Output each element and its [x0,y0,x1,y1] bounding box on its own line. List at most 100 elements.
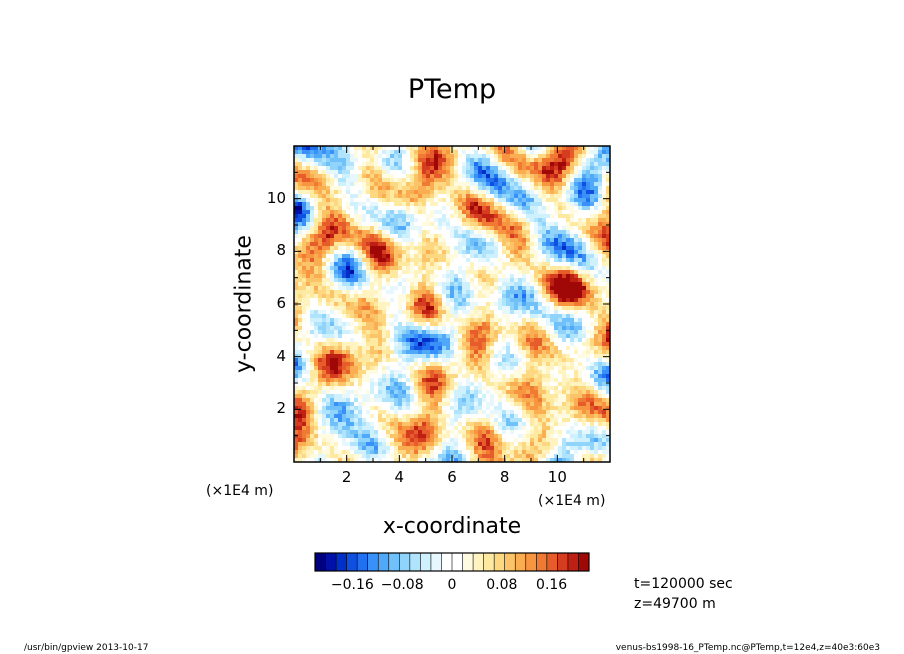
heatmap-cell [594,286,598,290]
heatmap-cell [526,346,530,350]
heatmap-cell [346,206,350,210]
heatmap-cell [298,194,302,198]
heatmap-cell [398,250,402,254]
heatmap-cell [526,206,530,210]
heatmap-cell [586,354,590,358]
heatmap-cell [466,374,470,378]
heatmap-cell [394,154,398,158]
heatmap-cell [362,250,366,254]
heatmap-cell [590,246,594,250]
heatmap-cell [410,266,414,270]
heatmap-cell [550,358,554,362]
heatmap-cell [470,162,474,166]
heatmap-cell [378,258,382,262]
heatmap-cell [438,178,442,182]
heatmap-cell [362,262,366,266]
heatmap-cell [318,150,322,154]
heatmap-cell [342,274,346,278]
heatmap-cell [422,306,426,310]
heatmap-cell [362,234,366,238]
heatmap-cell [306,362,310,366]
heatmap-cell [434,290,438,294]
heatmap-cell [438,214,442,218]
heatmap-cell [470,206,474,210]
heatmap-cell [326,182,330,186]
heatmap-cell [302,266,306,270]
heatmap-cell [526,254,530,258]
heatmap-cell [302,318,306,322]
heatmap-cell [494,294,498,298]
heatmap-cell [538,322,542,326]
heatmap-cell [422,366,426,370]
heatmap-cell [502,166,506,170]
heatmap-cell [602,198,606,202]
heatmap-cell [338,186,342,190]
heatmap-cell [326,346,330,350]
heatmap-cell [474,394,478,398]
heatmap-cell [434,274,438,278]
heatmap-cell [330,366,334,370]
heatmap-cell [574,366,578,370]
heatmap-cell [490,166,494,170]
heatmap-cell [422,234,426,238]
heatmap-cell [442,318,446,322]
heatmap-cell [590,274,594,278]
heatmap-cell [398,258,402,262]
heatmap-cell [550,374,554,378]
heatmap-cell [558,346,562,350]
heatmap-cell [382,158,386,162]
heatmap-cell [414,166,418,170]
heatmap-cell [490,350,494,354]
heatmap-cell [390,366,394,370]
heatmap-cell [426,366,430,370]
heatmap-cell [606,298,610,302]
heatmap-cell [442,326,446,330]
heatmap-cell [490,366,494,370]
heatmap-cell [562,222,566,226]
heatmap-cell [394,358,398,362]
heatmap-cell [522,246,526,250]
heatmap-cell [390,286,394,290]
heatmap-cell [458,306,462,310]
heatmap-cell [558,294,562,298]
heatmap-cell [598,306,602,310]
heatmap-cell [534,246,538,250]
heatmap-cell [334,206,338,210]
heatmap-cell [542,326,546,330]
heatmap-cell [426,202,430,206]
heatmap-cell [550,146,554,150]
heatmap-cell [494,218,498,222]
heatmap-cell [346,382,350,386]
heatmap-cell [418,226,422,230]
heatmap-cell [494,326,498,330]
heatmap-cell [422,162,426,166]
heatmap-cell [394,306,398,310]
heatmap-cell [594,302,598,306]
heatmap-cell [314,234,318,238]
heatmap-cell [530,390,534,394]
heatmap-cell [354,370,358,374]
heatmap-cell [522,298,526,302]
heatmap-cell [362,306,366,310]
heatmap-cell [338,322,342,326]
heatmap-cell [558,166,562,170]
heatmap-cell [294,322,298,326]
heatmap-cell [342,222,346,226]
heatmap-cell [438,282,442,286]
heatmap-cell [474,274,478,278]
heatmap-cell [370,350,374,354]
heatmap-cell [442,362,446,366]
heatmap-cell [494,242,498,246]
heatmap-cell [478,162,482,166]
heatmap-cell [510,274,514,278]
heatmap-cell [382,338,386,342]
heatmap-cell [502,294,506,298]
heatmap-cell [478,242,482,246]
heatmap-cell [418,222,422,226]
heatmap-cell [530,190,534,194]
heatmap-cell [550,322,554,326]
heatmap-cell [350,254,354,258]
heatmap-cell [398,286,402,290]
heatmap-cell [558,382,562,386]
heatmap-cell [598,146,602,150]
